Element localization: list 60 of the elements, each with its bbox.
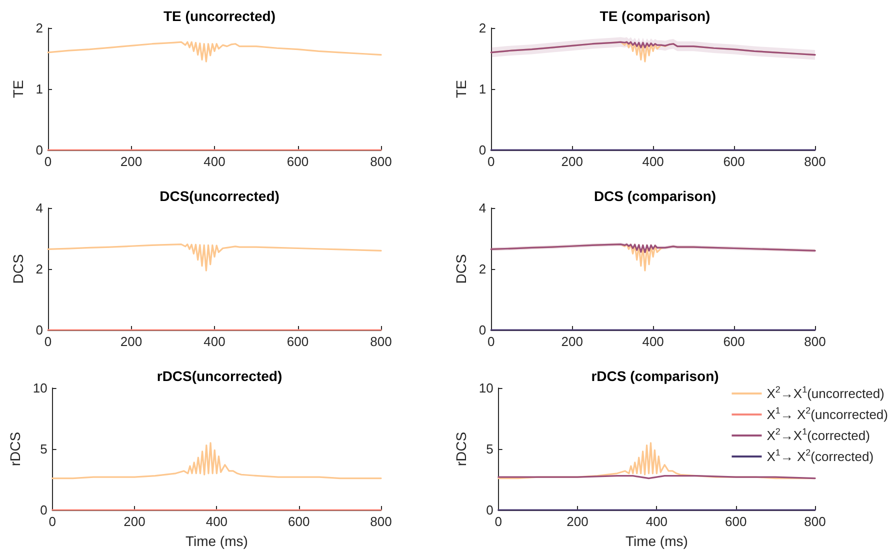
y-tick-label: 0 xyxy=(486,502,494,518)
chart-title: TE (uncorrected) xyxy=(163,8,276,24)
x-tick-label: 800 xyxy=(370,154,392,169)
x-tick-label: 200 xyxy=(120,154,142,169)
y-axis-title: TE xyxy=(453,80,469,98)
y-tick-label: 5 xyxy=(40,442,48,456)
x-tick-label: 800 xyxy=(804,334,826,349)
x-tick-label: 400 xyxy=(642,154,664,169)
x-axis-title: Time (ms) xyxy=(625,533,688,549)
y-axis-title: rDCS xyxy=(453,432,469,466)
x-tick-label: 400 xyxy=(204,334,226,349)
y-tick-label: 2 xyxy=(36,262,43,276)
x-tick-label: 200 xyxy=(561,334,583,349)
chart-title: DCS(uncorrected) xyxy=(160,188,280,204)
y-tick-label: 0 xyxy=(36,322,43,338)
y-tick-label: 0 xyxy=(40,502,48,518)
x-tick-label: 600 xyxy=(286,334,309,349)
x-tick-label: 800 xyxy=(804,514,826,529)
y-tick-label: 10 xyxy=(478,380,494,396)
y-axis-title: rDCS xyxy=(7,432,23,466)
x-tick-label: 400 xyxy=(646,514,668,529)
chart-title: rDCS (comparison) xyxy=(591,368,719,384)
x-tick-label: 200 xyxy=(561,154,583,169)
line-series xyxy=(47,243,382,272)
y-tick-label: 0 xyxy=(478,142,486,158)
y-tick-label: 0 xyxy=(478,322,486,338)
chart-title: DCS (comparison) xyxy=(594,188,716,204)
y-tick-label: 4 xyxy=(478,200,486,216)
x-tick-label: 800 xyxy=(370,514,392,529)
x-tick-label: 600 xyxy=(723,154,745,169)
y-tick-label: 1 xyxy=(478,82,486,96)
y-axis-title: TE xyxy=(10,80,26,98)
x-tick-label: 600 xyxy=(288,514,310,529)
y-tick-label: 5 xyxy=(486,442,494,456)
chart-title: TE (comparison) xyxy=(600,8,710,24)
x-tick-label: 400 xyxy=(206,514,228,529)
x-tick-label: 400 xyxy=(204,154,226,169)
x-tick-label: 600 xyxy=(724,514,747,529)
line-series xyxy=(52,442,382,480)
x-tick-label: 800 xyxy=(804,154,826,169)
y-tick-label: 10 xyxy=(32,380,48,396)
y-axis-title: DCS xyxy=(10,254,26,284)
x-tick-label: 200 xyxy=(124,514,146,529)
x-tick-label: 600 xyxy=(723,334,745,349)
y-tick-label: 4 xyxy=(36,200,43,216)
y-tick-label: 2 xyxy=(36,20,43,36)
y-tick-label: 2 xyxy=(478,20,486,36)
y-axis-title: DCS xyxy=(453,254,469,284)
line-series xyxy=(490,41,816,56)
x-tick-label: 200 xyxy=(566,514,588,529)
line-series xyxy=(47,41,382,62)
y-tick-label: 0 xyxy=(36,142,43,158)
chart-title: rDCS(uncorrected) xyxy=(156,368,282,384)
x-tick-label: 400 xyxy=(642,334,664,349)
y-tick-label: 2 xyxy=(478,262,486,276)
y-tick-label: 1 xyxy=(36,82,43,96)
x-tick-label: 600 xyxy=(286,154,309,169)
x-axis-title: Time (ms) xyxy=(185,533,248,549)
x-tick-label: 800 xyxy=(370,334,392,349)
x-tick-label: 200 xyxy=(120,334,142,349)
